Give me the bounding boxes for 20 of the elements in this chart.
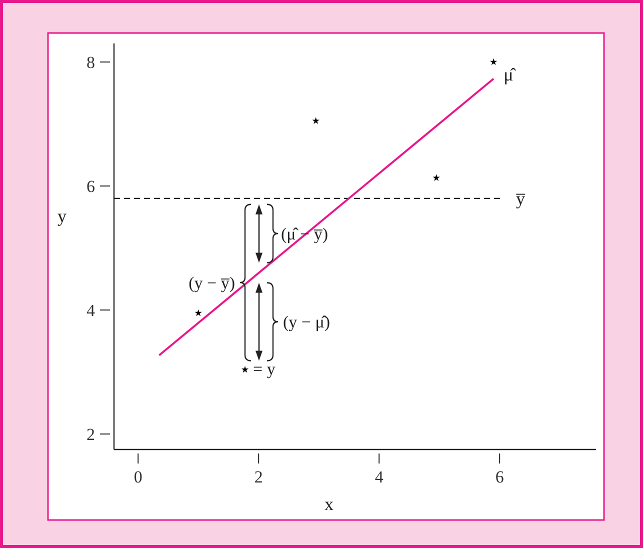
x-axis-title: x	[324, 494, 334, 514]
annotation: (y − y̅)	[188, 274, 235, 293]
point	[432, 174, 440, 181]
annotation: (μ̂ − y̅)	[281, 224, 328, 244]
point	[194, 309, 202, 316]
x-tick-label: 2	[254, 468, 263, 486]
ref-line-label: y̅	[516, 188, 526, 208]
y-tick-label: 2	[86, 425, 95, 444]
point	[312, 117, 320, 124]
series-label: μ̂	[504, 64, 516, 85]
y-tick-label: 4	[86, 301, 96, 320]
y-axis-title: y	[58, 206, 66, 226]
x-tick-label: 6	[495, 468, 504, 486]
annotation: (y − μ̂)	[283, 312, 330, 332]
y-tick-label: 8	[86, 53, 95, 72]
x-tick-label: 4	[374, 468, 384, 486]
legend-label: = y	[253, 360, 276, 379]
point	[490, 58, 498, 66]
x-tick-label: 0	[134, 468, 142, 486]
y-tick-label: 6	[86, 177, 95, 196]
